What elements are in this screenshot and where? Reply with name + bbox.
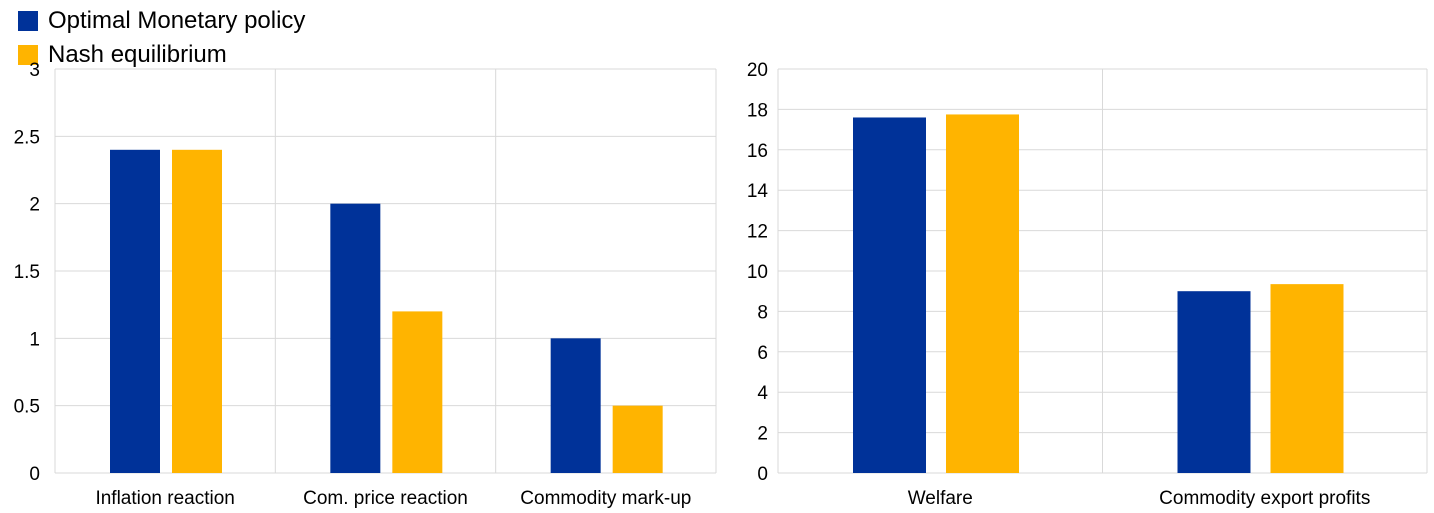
left-category-label: Commodity mark-up (520, 488, 691, 509)
left-y-tick-label: 1 (29, 329, 40, 350)
right-y-tick-label: 16 (747, 141, 768, 162)
right-y-tick-label: 8 (757, 302, 768, 323)
left-y-tick-label: 3 (29, 60, 40, 81)
left-y-tick-label: 2 (29, 195, 40, 216)
legend-item-optimal: Optimal Monetary policy (18, 4, 305, 38)
left-bar-nash (172, 149, 222, 474)
left-bar-optimal (330, 203, 381, 473)
left-category-label: Inflation reaction (95, 488, 234, 509)
right-bar-nash (946, 114, 1019, 473)
right-y-tick-label: 14 (747, 181, 769, 202)
right-y-tick-label: 0 (757, 464, 768, 485)
right-bar-optimal (1177, 291, 1251, 473)
right-category-label: Welfare (908, 488, 973, 509)
legend: Optimal Monetary policy Nash equilibrium (18, 4, 305, 72)
left-bar-nash (612, 405, 663, 473)
right-y-tick-label: 12 (747, 222, 768, 243)
right-y-tick-label: 20 (747, 60, 768, 81)
right-y-tick-label: 18 (747, 100, 768, 121)
legend-swatch-nash (18, 45, 38, 65)
right-y-tick-label: 2 (757, 424, 768, 445)
legend-label-optimal: Optimal Monetary policy (48, 7, 306, 34)
legend-label-nash: Nash equilibrium (48, 41, 227, 68)
right-category-label: Commodity export profits (1159, 488, 1370, 509)
legend-item-nash: Nash equilibrium (18, 38, 305, 72)
left-y-tick-label: 0.5 (14, 397, 40, 418)
right-y-tick-label: 6 (757, 343, 768, 364)
right-y-tick-label: 10 (747, 262, 768, 283)
left-bar-optimal (550, 338, 601, 473)
left-y-tick-label: 0 (29, 464, 40, 485)
right-bar-optimal (853, 117, 926, 473)
left-y-tick-label: 1.5 (14, 262, 40, 283)
left-bar-optimal (110, 149, 160, 474)
left-bar-nash (392, 311, 443, 473)
legend-swatch-optimal (18, 11, 38, 31)
left-y-tick-label: 2.5 (14, 127, 40, 148)
right-y-tick-label: 4 (757, 383, 768, 404)
left-category-label: Com. price reaction (303, 488, 468, 509)
right-bar-nash (1270, 284, 1344, 473)
